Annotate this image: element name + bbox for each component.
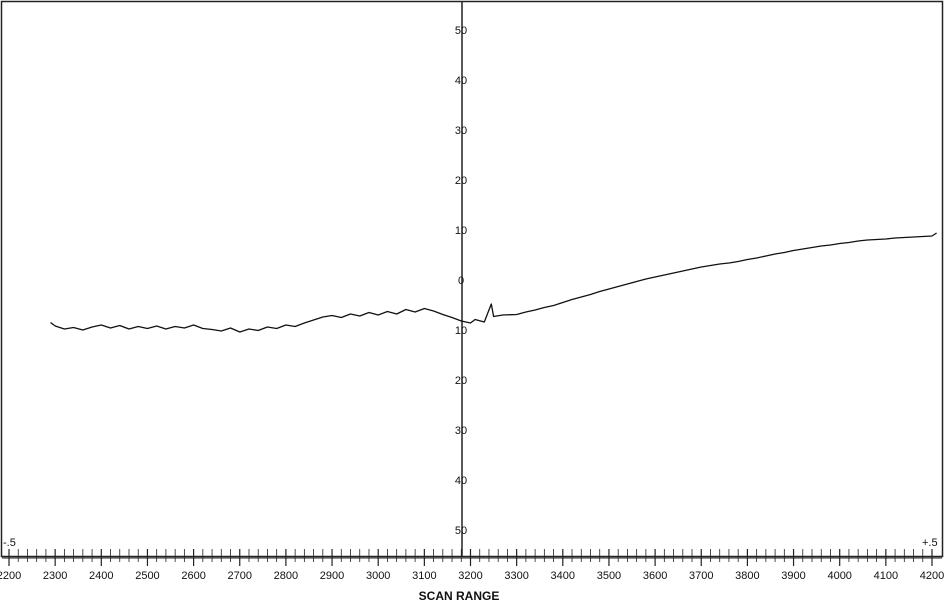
y-tick-label: 50 — [455, 25, 467, 37]
y-tick-label: 40 — [455, 475, 467, 487]
x-tick-label: 4000 — [827, 570, 851, 582]
y-tick-label: 20 — [455, 375, 467, 387]
x-tick-label: 2800 — [274, 570, 298, 582]
y-tick-label: 20 — [455, 175, 467, 187]
series-layer — [50, 232, 937, 333]
y-tick-label: 10 — [455, 325, 467, 337]
series-line-0 — [50, 232, 937, 333]
x-tick-label: 3700 — [689, 570, 713, 582]
x-tick-label: 2500 — [135, 570, 159, 582]
x-tick-label: 2700 — [228, 570, 252, 582]
x-tick-label: 3000 — [366, 570, 390, 582]
corner-right-label: +.5 — [922, 537, 938, 549]
x-tick-label: 2200 — [0, 570, 21, 582]
x-axis-title: SCAN RANGE — [419, 589, 500, 603]
x-tick-label: 3900 — [781, 570, 805, 582]
x-tick-label: 3300 — [504, 570, 528, 582]
x-tick-label: 3500 — [597, 570, 621, 582]
y-tick-label: 50 — [455, 525, 467, 537]
y-tick-label: 30 — [455, 425, 467, 437]
y-tick-label: 30 — [455, 125, 467, 137]
x-tick-label: 3100 — [412, 570, 436, 582]
y-tick-label: 40 — [455, 75, 467, 87]
x-tick-label: 3200 — [458, 570, 482, 582]
x-tick-labels: 2200 2300 2400 2500 2600 2700 2800 2900 3000 3100… — [0, 570, 944, 582]
y-tick-labels: 50 40 30 20 10 0 10 20 30 40 50 — [455, 25, 467, 537]
y-tick-label: 10 — [455, 225, 467, 237]
x-tick-label: 2900 — [320, 570, 344, 582]
y-tick-label: 0 — [458, 275, 464, 287]
x-tick-label: 2600 — [181, 570, 205, 582]
x-tick-label: 4200 — [920, 570, 944, 582]
corner-left-label: -.5 — [3, 537, 16, 549]
x-tick-label: 4100 — [874, 570, 898, 582]
x-tick-label: 3400 — [551, 570, 575, 582]
x-tick-label: 2400 — [89, 570, 113, 582]
x-axis-ticks — [8, 549, 933, 566]
plot-frame — [0, 0, 944, 558]
x-tick-label: 3800 — [735, 570, 759, 582]
x-tick-label: 3600 — [643, 570, 667, 582]
x-tick-label: 2300 — [43, 570, 67, 582]
